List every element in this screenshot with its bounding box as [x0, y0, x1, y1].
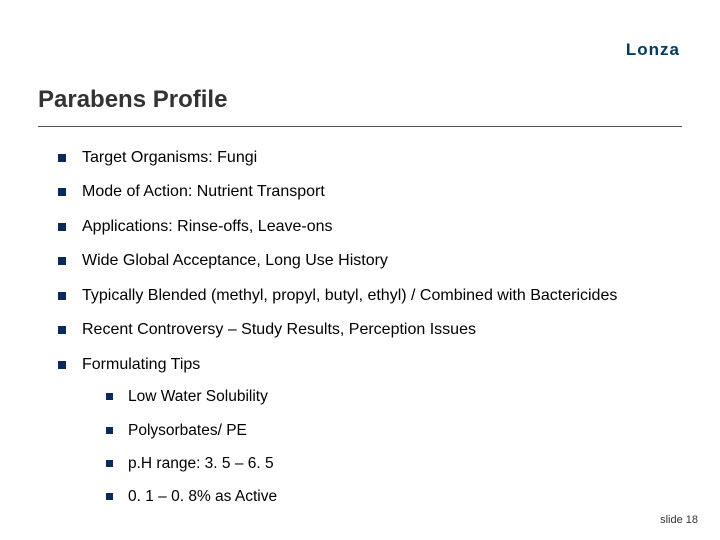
brand-logo: Lonza [626, 40, 680, 60]
list-item: Wide Global Acceptance, Long Use History [58, 251, 682, 271]
sub-list-item-text: Polysorbates/ PE [128, 422, 247, 439]
list-item: Typically Blended (methyl, propyl, butyl… [58, 286, 682, 306]
slide-footer: slide 18 [660, 514, 698, 526]
brand-logo-text: Lonza [626, 40, 680, 60]
list-item: Recent Controversy – Study Results, Perc… [58, 320, 682, 340]
sub-list-item-text: p.H range: 3. 5 – 6. 5 [128, 455, 274, 472]
sub-list-item-text: 0. 1 – 0. 8% as Active [128, 488, 277, 505]
list-item-text: Target Organisms: Fungi [82, 149, 257, 166]
list-item-text: Formulating Tips [82, 356, 200, 373]
sub-list-item-text: Low Water Solubility [128, 388, 268, 405]
slide-title: Parabens Profile [38, 86, 682, 124]
list-item: Applications: Rinse-offs, Leave-ons [58, 217, 682, 237]
list-item-text: Recent Controversy – Study Results, Perc… [82, 321, 476, 338]
list-item-text: Typically Blended (methyl, propyl, butyl… [82, 287, 617, 304]
list-item-text: Applications: Rinse-offs, Leave-ons [82, 218, 333, 235]
slide: Lonza Parabens Profile Target Organisms:… [0, 0, 720, 540]
sub-bullet-list: Low Water Solubility Polysorbates/ PE p.… [106, 387, 682, 507]
list-item-text: Mode of Action: Nutrient Transport [82, 183, 325, 200]
sub-list-item: Low Water Solubility [106, 387, 682, 406]
title-underline [38, 126, 682, 127]
slide-content: Target Organisms: Fungi Mode of Action: … [58, 148, 682, 521]
sub-list-item: 0. 1 – 0. 8% as Active [106, 487, 682, 506]
list-item-text: Wide Global Acceptance, Long Use History [82, 252, 388, 269]
list-item: Formulating Tips Low Water Solubility Po… [58, 355, 682, 507]
title-block: Parabens Profile [38, 86, 682, 127]
sub-list-item: p.H range: 3. 5 – 6. 5 [106, 454, 682, 473]
sub-list-item: Polysorbates/ PE [106, 421, 682, 440]
bullet-list: Target Organisms: Fungi Mode of Action: … [58, 148, 682, 507]
list-item: Mode of Action: Nutrient Transport [58, 182, 682, 202]
list-item: Target Organisms: Fungi [58, 148, 682, 168]
